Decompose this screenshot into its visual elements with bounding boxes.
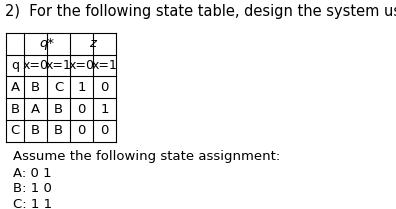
Text: 1: 1 <box>77 81 86 94</box>
Text: 0: 0 <box>100 81 109 94</box>
Text: z: z <box>89 37 96 50</box>
Text: A: A <box>31 102 40 116</box>
Text: x=0: x=0 <box>23 59 49 72</box>
Text: Assume the following state assignment:: Assume the following state assignment: <box>13 150 281 163</box>
Text: B: B <box>54 124 63 137</box>
Text: 0: 0 <box>77 124 86 137</box>
Text: B: 1 0: B: 1 0 <box>13 182 52 195</box>
Text: A: A <box>11 81 20 94</box>
Text: q: q <box>11 59 19 72</box>
Text: 2)  For the following state table, design the system using D flip flops.: 2) For the following state table, design… <box>5 4 396 19</box>
Text: 0: 0 <box>77 102 86 116</box>
Text: x=1: x=1 <box>91 59 117 72</box>
Text: 1: 1 <box>100 102 109 116</box>
Text: x=0: x=0 <box>69 59 95 72</box>
Text: C: C <box>54 81 63 94</box>
Text: C: C <box>11 124 20 137</box>
Text: B: B <box>54 102 63 116</box>
Text: x=1: x=1 <box>46 59 72 72</box>
Text: A: 0 1: A: 0 1 <box>13 167 52 180</box>
Text: q*: q* <box>40 37 55 50</box>
Text: 0: 0 <box>100 124 109 137</box>
Text: C: 1 1: C: 1 1 <box>13 198 52 209</box>
Text: B: B <box>31 124 40 137</box>
Text: B: B <box>11 102 20 116</box>
Text: B: B <box>31 81 40 94</box>
